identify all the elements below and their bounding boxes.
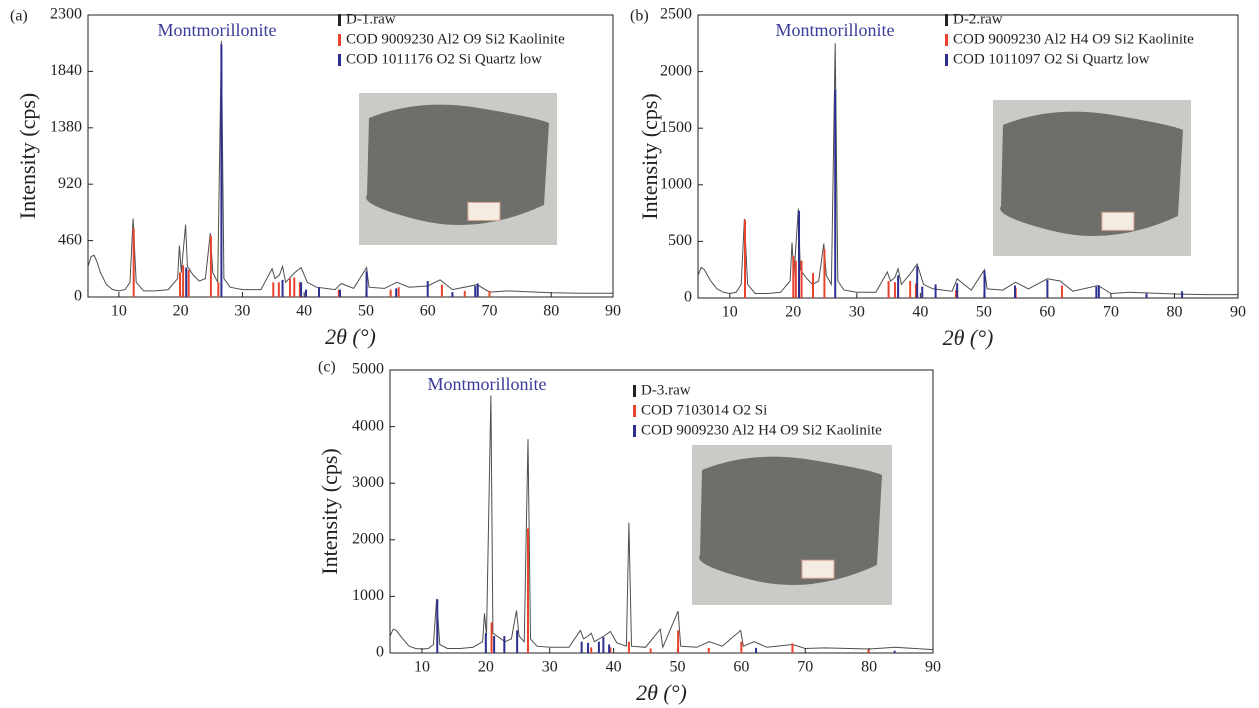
panel-label: (a): [10, 8, 28, 25]
photo-rock: [699, 456, 882, 585]
y-tick-label: 920: [58, 175, 82, 192]
x-tick-label: 80: [1166, 304, 1182, 321]
y-tick-label: 1840: [50, 62, 82, 79]
x-tick-label: 90: [605, 303, 621, 320]
y-tick-label: 0: [74, 288, 82, 305]
x-tick-label: 50: [669, 659, 685, 676]
legend-label: COD 9009230 Al2 O9 Si2 Kaolinite: [346, 31, 565, 47]
x-tick-label: 50: [976, 304, 992, 321]
y-axis-label: Intensity (cps): [637, 93, 662, 219]
y-tick-label: 4000: [352, 417, 384, 434]
x-tick-label: 10: [722, 304, 738, 321]
photo-rock: [1000, 111, 1183, 236]
y-tick-label: 1500: [660, 119, 692, 136]
legend-swatch: [338, 34, 341, 46]
x-tick-label: 70: [481, 303, 497, 320]
x-tick-label: 20: [478, 659, 494, 676]
y-tick-label: 500: [668, 232, 692, 249]
x-tick-label: 40: [606, 659, 622, 676]
y-tick-label: 1000: [352, 587, 384, 604]
legend-swatch: [338, 54, 341, 66]
legend-swatch: [945, 34, 948, 46]
legend-label: D-2.raw: [953, 11, 1003, 27]
x-tick-label: 90: [1230, 304, 1246, 321]
y-tick-label: 1380: [50, 118, 82, 135]
annotation: Montmorillonite: [428, 374, 547, 394]
photo-rock: [366, 104, 549, 225]
x-axis-label: 2θ (°): [636, 680, 687, 705]
plot-frame: [697, 14, 1239, 299]
y-tick-label: 460: [58, 231, 82, 248]
x-tick-label: 40: [296, 303, 312, 320]
x-tick-label: 60: [420, 303, 436, 320]
legend-label: COD 1011097 O2 Si Quartz low: [953, 51, 1150, 67]
legend-label: COD 9009230 Al2 H4 O9 Si2 Kaolinite: [953, 31, 1194, 47]
photo-tag: [801, 559, 835, 579]
x-tick-label: 10: [414, 659, 430, 676]
y-tick-label: 2300: [50, 6, 82, 23]
y-tick-label: 2000: [352, 530, 384, 547]
plot-frame: [87, 14, 614, 298]
legend-label: D-3.raw: [641, 382, 691, 398]
x-tick-label: 70: [797, 659, 813, 676]
x-tick-label: 90: [925, 659, 941, 676]
x-tick-label: 30: [542, 659, 558, 676]
legend-swatch: [633, 405, 636, 417]
x-tick-label: 60: [733, 659, 749, 676]
x-axis-label: 2θ (°): [943, 325, 994, 350]
x-tick-label: 80: [861, 659, 877, 676]
y-tick-label: 3000: [352, 474, 384, 491]
legend-swatch: [633, 425, 636, 437]
raw-pattern: [389, 395, 934, 651]
legend-label: D-1.raw: [346, 11, 396, 27]
x-tick-label: 70: [1103, 304, 1119, 321]
x-tick-label: 30: [849, 304, 865, 321]
legend-label: COD 7103014 O2 Si: [641, 402, 767, 418]
x-tick-label: 60: [1039, 304, 1055, 321]
legend-swatch: [338, 14, 341, 26]
x-axis-label: 2θ (°): [325, 324, 376, 349]
x-tick-label: 20: [785, 304, 801, 321]
x-tick-label: 10: [111, 303, 127, 320]
panel-label: (b): [630, 8, 649, 25]
y-tick-label: 2500: [660, 6, 692, 23]
x-tick-label: 50: [358, 303, 374, 320]
x-tick-label: 20: [173, 303, 189, 320]
y-axis-label: Intensity (cps): [317, 448, 342, 574]
legend-swatch: [945, 54, 948, 66]
legend-label: COD 9009230 Al2 H4 O9 Si2 Kaolinite: [641, 422, 882, 438]
photo-tag: [1101, 211, 1135, 231]
panel: (c) Montmorillonite 2θ (°) Intensity (cps) 1…: [317, 359, 941, 705]
panel-label: (c): [318, 359, 336, 376]
plot-frame: [389, 369, 934, 654]
x-tick-label: 30: [234, 303, 250, 320]
raw-pattern: [697, 43, 1238, 296]
legend-label: COD 1011176 O2 Si Quartz low: [346, 51, 542, 67]
x-tick-label: 80: [543, 303, 559, 320]
y-tick-label: 0: [684, 289, 692, 306]
y-tick-label: 2000: [660, 62, 692, 79]
y-tick-label: 0: [376, 644, 384, 661]
annotation: Montmorillonite: [776, 20, 895, 40]
photo-tag: [467, 201, 501, 221]
y-tick-label: 1000: [660, 175, 692, 192]
annotation: Montmorillonite: [158, 20, 277, 40]
x-tick-label: 40: [912, 304, 928, 321]
y-axis-label: Intensity (cps): [15, 93, 40, 219]
y-tick-label: 5000: [352, 361, 384, 378]
legend-swatch: [633, 385, 636, 397]
legend-swatch: [945, 14, 948, 26]
raw-pattern: [87, 40, 613, 294]
panel: (a) Montmorillonite 2θ (°) Intensity (cps) 1…: [10, 6, 621, 349]
